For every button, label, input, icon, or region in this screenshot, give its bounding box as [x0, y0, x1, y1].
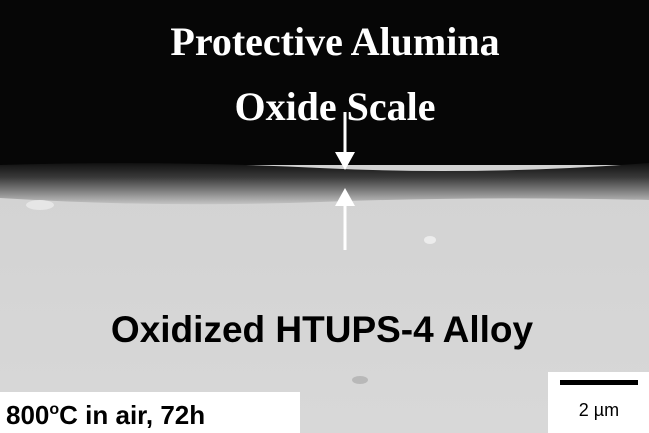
condition-label: 800oC in air, 72h [6, 400, 205, 430]
condition-text: 800 [6, 400, 49, 430]
condition-text: C in air, 72h [59, 400, 205, 430]
scale-bar [560, 380, 638, 385]
alloy-label: Oxidized HTUPS-4 Alloy [111, 309, 534, 350]
condition-superscript: o [49, 401, 59, 418]
oxide-layer [0, 163, 649, 205]
grain [424, 236, 436, 244]
grain [352, 376, 368, 384]
background-region [0, 0, 649, 165]
label-box [0, 392, 300, 433]
title-line: Protective Alumina [170, 19, 499, 64]
title-line: Oxide Scale [234, 84, 435, 129]
arrowhead [335, 188, 355, 206]
scale-label: 2 µm [579, 400, 619, 420]
arrowhead [335, 152, 355, 170]
grain [26, 200, 54, 210]
